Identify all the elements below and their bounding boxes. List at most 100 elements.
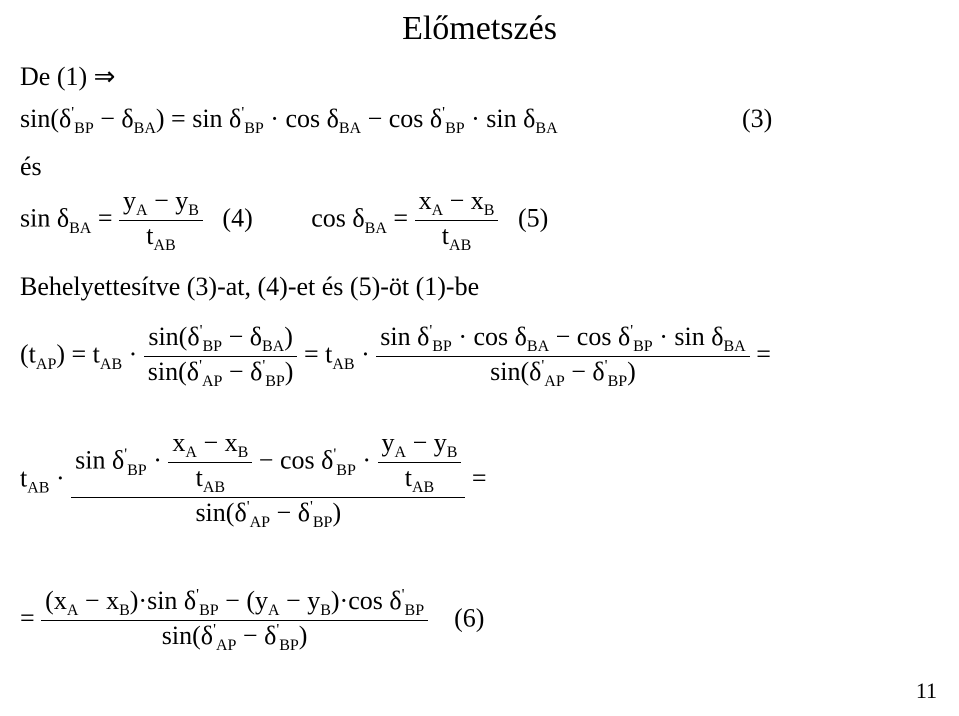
t: − cos δ (361, 104, 442, 133)
t: BA (365, 220, 387, 237)
t: BP (313, 515, 333, 532)
t: B (320, 602, 331, 619)
t: · (147, 446, 169, 475)
t: · cos δ (452, 322, 527, 351)
t: − (148, 186, 176, 215)
t: y (382, 428, 395, 457)
t: sin δ (20, 204, 69, 233)
t: · sin δ (465, 104, 536, 133)
t: = (91, 204, 119, 233)
t: x (172, 428, 185, 457)
frac-xa-xb: xA − xB tAB (415, 186, 499, 255)
t: x (54, 586, 67, 615)
t: B (447, 444, 458, 461)
t: ) (299, 621, 308, 650)
t: · (356, 446, 378, 475)
t: − (280, 586, 308, 615)
t: − (406, 428, 434, 457)
t: = (756, 340, 771, 369)
t: ) (332, 498, 341, 527)
page-title: Előmetszés (0, 10, 959, 48)
frac-ya-yb: yA − yB tAB (119, 186, 203, 255)
t: ) = t (56, 340, 100, 369)
t: ' (241, 104, 244, 121)
t: cos δ (311, 204, 364, 233)
t: ' (262, 358, 265, 375)
page-number: 11 (916, 678, 937, 704)
t: BP (608, 373, 628, 390)
t: ' (200, 322, 203, 339)
t: ' (247, 499, 250, 516)
t: t (405, 463, 412, 492)
t: − cos δ (549, 322, 630, 351)
t: · (355, 340, 377, 369)
t: t (196, 463, 203, 492)
t: = t (304, 340, 332, 369)
t: B (484, 202, 495, 219)
t: AB (449, 237, 471, 254)
t: BP (265, 373, 285, 390)
t: cos δ (348, 586, 401, 615)
t: AP (36, 356, 56, 373)
t: A (395, 444, 407, 461)
t: BP (432, 338, 452, 355)
t: AB (27, 479, 49, 496)
eqnum-5: (5) (518, 204, 548, 233)
t: A (136, 202, 148, 219)
t: x (225, 428, 238, 457)
t: y (307, 586, 320, 615)
t: B (119, 602, 130, 619)
t: sin(δ (148, 357, 199, 386)
t: y (123, 186, 136, 215)
t: y (175, 186, 188, 215)
frac-big1: sin(δ'BP − δBA) sin(δ'AP − δ'BP) (144, 322, 298, 391)
t: − δ (565, 357, 605, 386)
t: (t (20, 340, 36, 369)
t: AP (544, 373, 564, 390)
t: AP (202, 373, 222, 390)
t: · cos δ (264, 104, 339, 133)
t: ) (627, 357, 636, 386)
t: x (106, 586, 119, 615)
t: y (255, 586, 268, 615)
t: ' (124, 446, 127, 463)
t: sin(δ (162, 621, 213, 650)
t: − (259, 446, 280, 475)
t: BP (127, 462, 147, 479)
t: cos δ (280, 446, 333, 475)
t: − (197, 428, 225, 457)
deriv-row3: = (xA − xB)·sin δ'BP − (yA − yB)·cos δ'B… (20, 586, 484, 655)
t: x (471, 186, 484, 215)
t: − (443, 186, 471, 215)
t: BA (69, 220, 91, 237)
t: BA (723, 338, 745, 355)
t: A (185, 444, 197, 461)
t: ' (333, 446, 336, 463)
inner-frac2: yA − yB tAB (378, 428, 462, 497)
t: = (387, 204, 415, 233)
t: sin(δ (148, 322, 199, 351)
t: t (442, 221, 449, 250)
frac-big4: (xA − xB)·sin δ'BP − (yA − yB)·cos δ'BP … (41, 586, 428, 655)
line-es: és (20, 152, 42, 182)
inner-frac1: xA − xB tAB (168, 428, 252, 497)
t: A (432, 202, 444, 219)
t: ' (213, 622, 216, 639)
t: ' (541, 358, 544, 375)
t: · sin δ (653, 322, 724, 351)
t: B (238, 444, 249, 461)
t: sin(δ (195, 498, 246, 527)
t: = (20, 604, 41, 633)
eq4-5: sin δBA = yA − yB tAB (4) cos δBA = xA −… (20, 186, 548, 255)
t: BA (535, 120, 557, 137)
t: B (188, 202, 199, 219)
t: · (122, 340, 144, 369)
t: BA (134, 120, 156, 137)
t: AB (332, 356, 354, 373)
t: AB (203, 479, 225, 496)
t: x (419, 186, 432, 215)
t: ' (196, 586, 199, 603)
t: BA (339, 120, 361, 137)
t: ' (630, 322, 633, 339)
t: BP (336, 462, 356, 479)
